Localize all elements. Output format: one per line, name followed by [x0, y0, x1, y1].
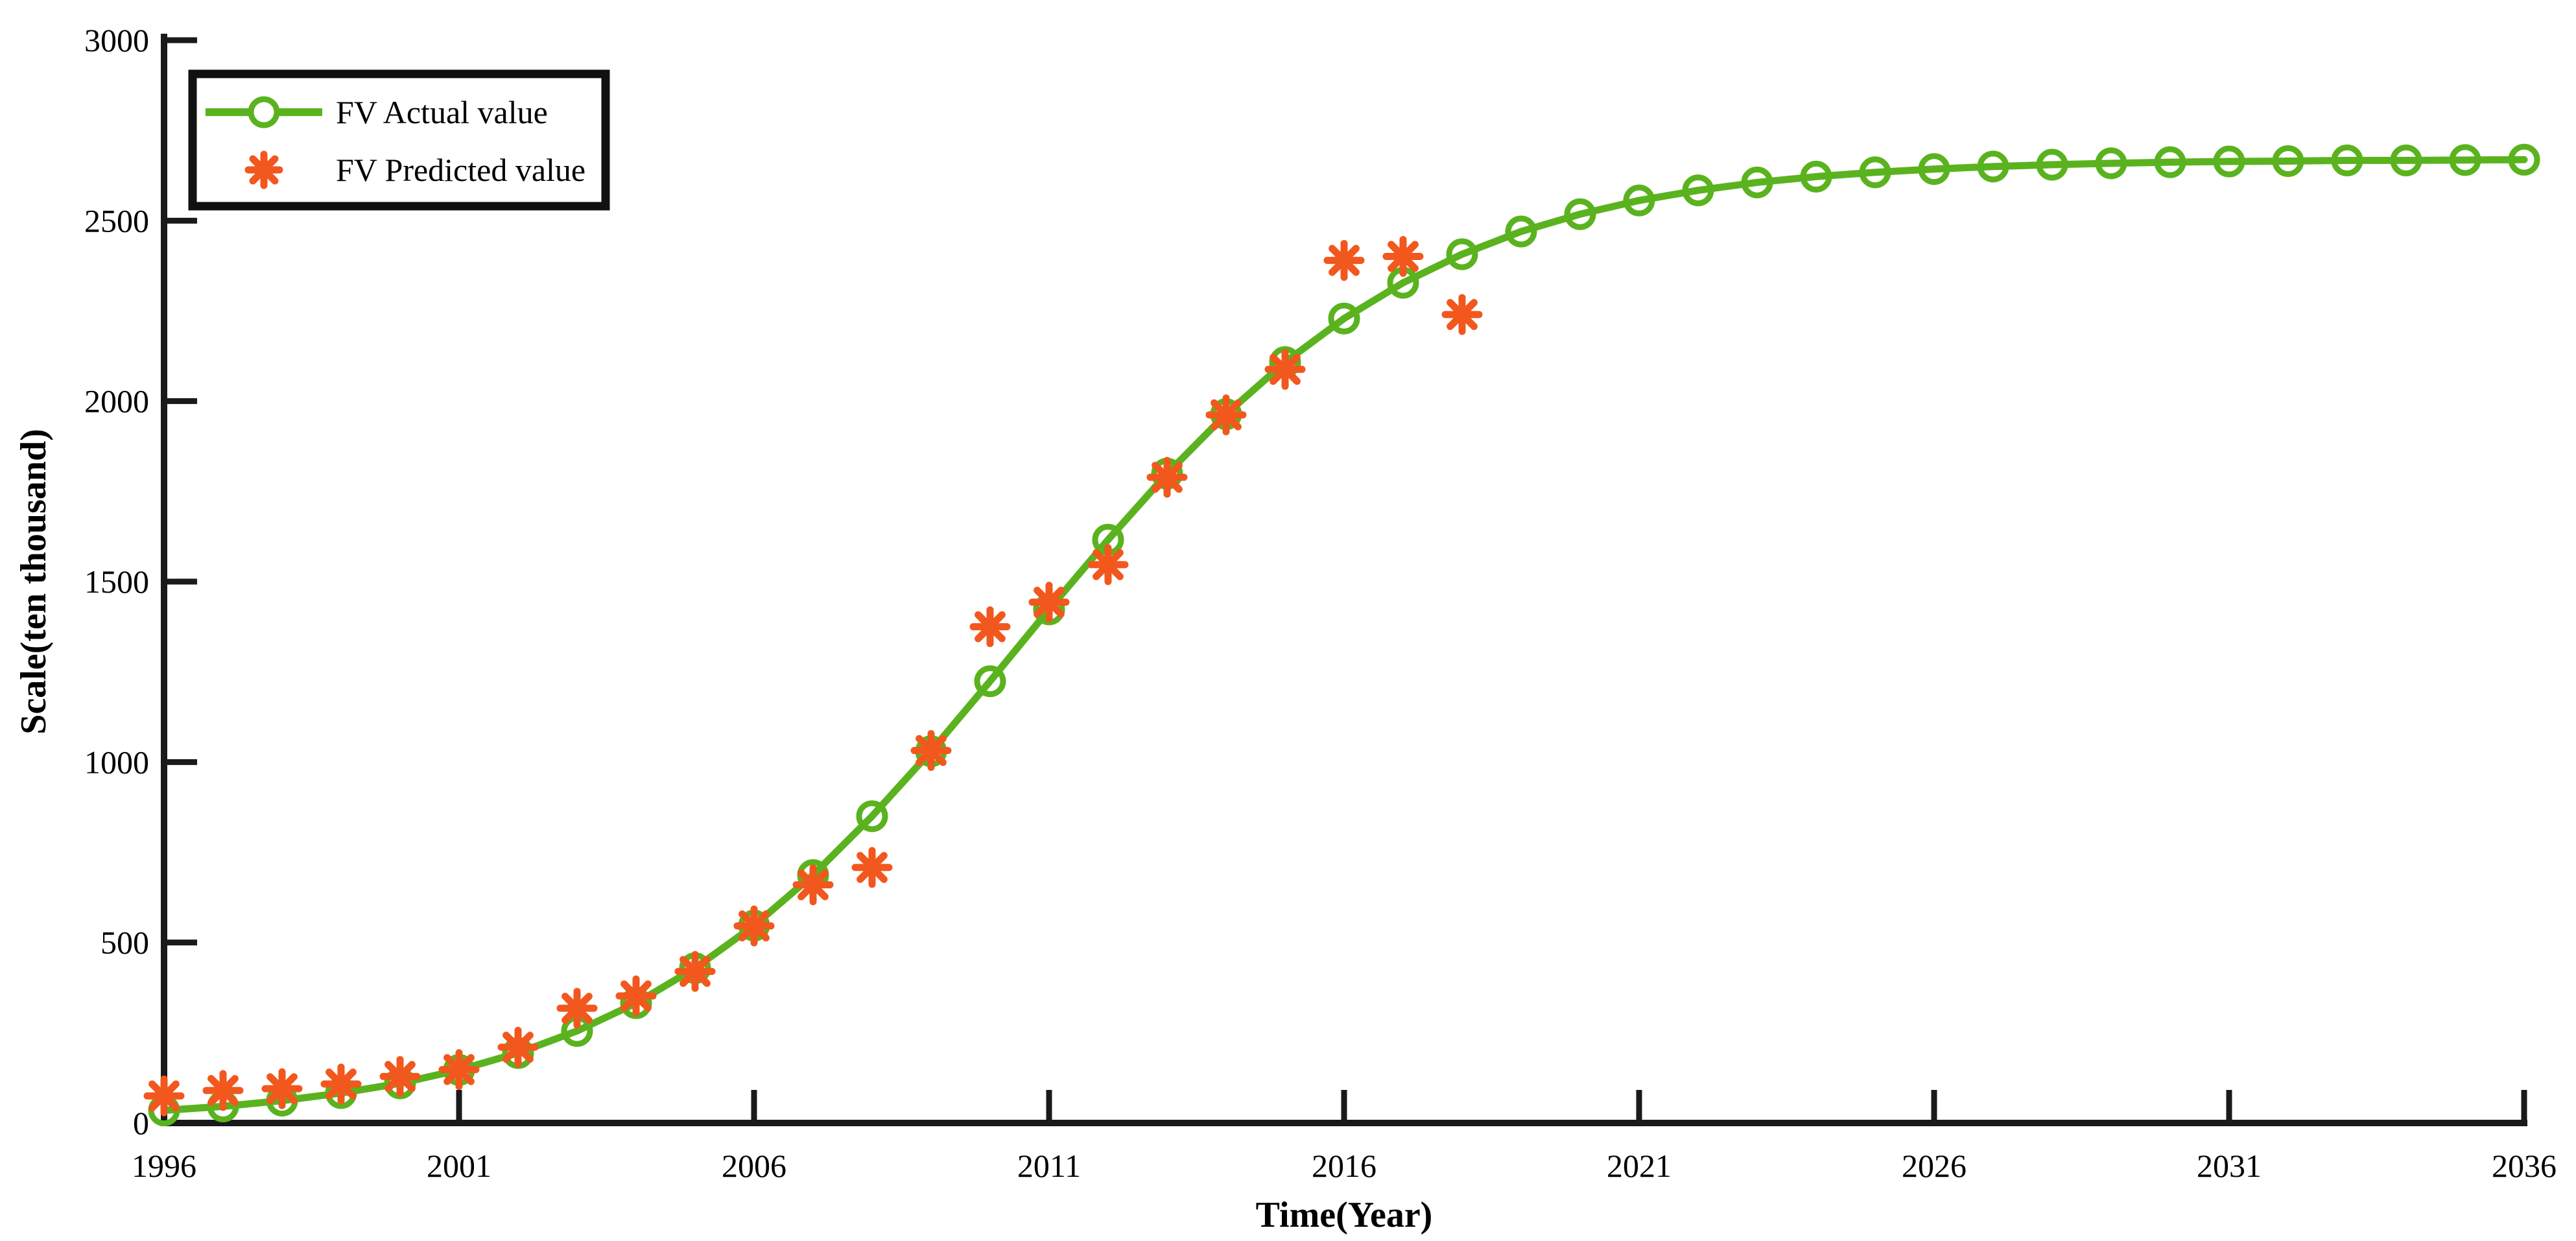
- predicted-marker: [969, 606, 1011, 648]
- predicted-marker: [261, 1068, 303, 1109]
- actual-marker: [2036, 148, 2068, 181]
- x-tick-label: 1996: [132, 1148, 196, 1184]
- predicted-marker: [1205, 394, 1247, 436]
- actual-marker: [1682, 174, 1714, 207]
- predicted-marker: [851, 847, 893, 888]
- actual-marker: [2154, 146, 2186, 178]
- actual-marker: [1918, 153, 1950, 185]
- legend-predicted-marker: [244, 150, 283, 189]
- predicted-marker: [1382, 235, 1424, 277]
- actual-marker: [2390, 144, 2422, 176]
- actual-marker: [1859, 156, 1891, 189]
- predicted-marker: [615, 975, 657, 1017]
- legend-actual-marker: [248, 96, 280, 128]
- y-tick-label: 1000: [84, 744, 149, 780]
- actual-marker: [1623, 184, 1655, 217]
- predicted-marker: [1323, 240, 1365, 281]
- predicted-marker: [1264, 349, 1306, 390]
- actual-marker: [2095, 147, 2127, 180]
- actual-marker: [2272, 145, 2304, 177]
- predicted-marker: [202, 1070, 244, 1111]
- actual-marker: [1446, 238, 1478, 270]
- legend-actual-label: FV Actual value: [336, 94, 548, 130]
- actual-marker: [856, 800, 888, 833]
- y-tick-label: 1500: [84, 563, 149, 600]
- predicted-marker: [792, 864, 834, 906]
- predicted-marker: [379, 1056, 421, 1097]
- actual-marker: [1328, 302, 1360, 335]
- x-tick-label: 2036: [2492, 1148, 2557, 1184]
- y-tick-label: 3000: [84, 22, 149, 58]
- y-tick-label: 2500: [84, 202, 149, 239]
- predicted-marker: [320, 1063, 362, 1105]
- axes-layer: 0 500 1000 1500 2000 2500 3000 1996 2001 2006 2011…: [84, 22, 2557, 1184]
- actual-marker: [1741, 166, 1773, 198]
- predicted-marker: [674, 951, 716, 992]
- x-tick-label: 2006: [722, 1148, 786, 1184]
- series-layer: [143, 143, 2540, 1127]
- predicted-marker: [438, 1049, 480, 1091]
- y-tick-label: 0: [133, 1105, 149, 1141]
- y-tick-label: 500: [100, 925, 149, 961]
- actual-marker: [1977, 150, 2009, 183]
- actual-line: [160, 156, 2528, 1115]
- legend-box: [188, 69, 610, 211]
- x-tick-label: 2031: [2197, 1148, 2262, 1184]
- predicted-marker: [497, 1026, 539, 1068]
- actual-marker: [2449, 144, 2481, 176]
- x-tick-label: 2001: [427, 1148, 491, 1184]
- actual-marker: [1564, 198, 1596, 230]
- predicted-marker: [910, 730, 952, 772]
- actual-marker: [974, 665, 1006, 698]
- actual-marker: [1505, 215, 1537, 248]
- predicted-marker: [1028, 582, 1070, 623]
- legend-predicted-label: FV Predicted value: [336, 152, 585, 188]
- y-tick-label: 2000: [84, 383, 149, 420]
- predicted-marker: [1087, 544, 1129, 585]
- predicted-marker: [143, 1075, 185, 1117]
- actual-marker: [2508, 143, 2540, 176]
- predicted-marker: [556, 987, 598, 1029]
- predicted-marker: [1146, 456, 1188, 498]
- x-tick-label: 2021: [1607, 1148, 1672, 1184]
- predicted-marker: [733, 905, 775, 947]
- predicted-marker: [1441, 294, 1483, 335]
- x-axis-title: Time(Year): [1256, 1195, 1433, 1235]
- x-tick-label: 2026: [1902, 1148, 1967, 1184]
- actual-marker: [2331, 144, 2363, 176]
- actual-marker: [1800, 160, 1832, 193]
- actual-marker: [2213, 145, 2245, 178]
- legend-layer: FV Actual value FV Predicted value: [188, 69, 610, 211]
- x-tick-label: 2011: [1017, 1148, 1081, 1184]
- x-tick-label: 2016: [1312, 1148, 1377, 1184]
- y-axis-title: Scale(ten thousand): [14, 429, 54, 734]
